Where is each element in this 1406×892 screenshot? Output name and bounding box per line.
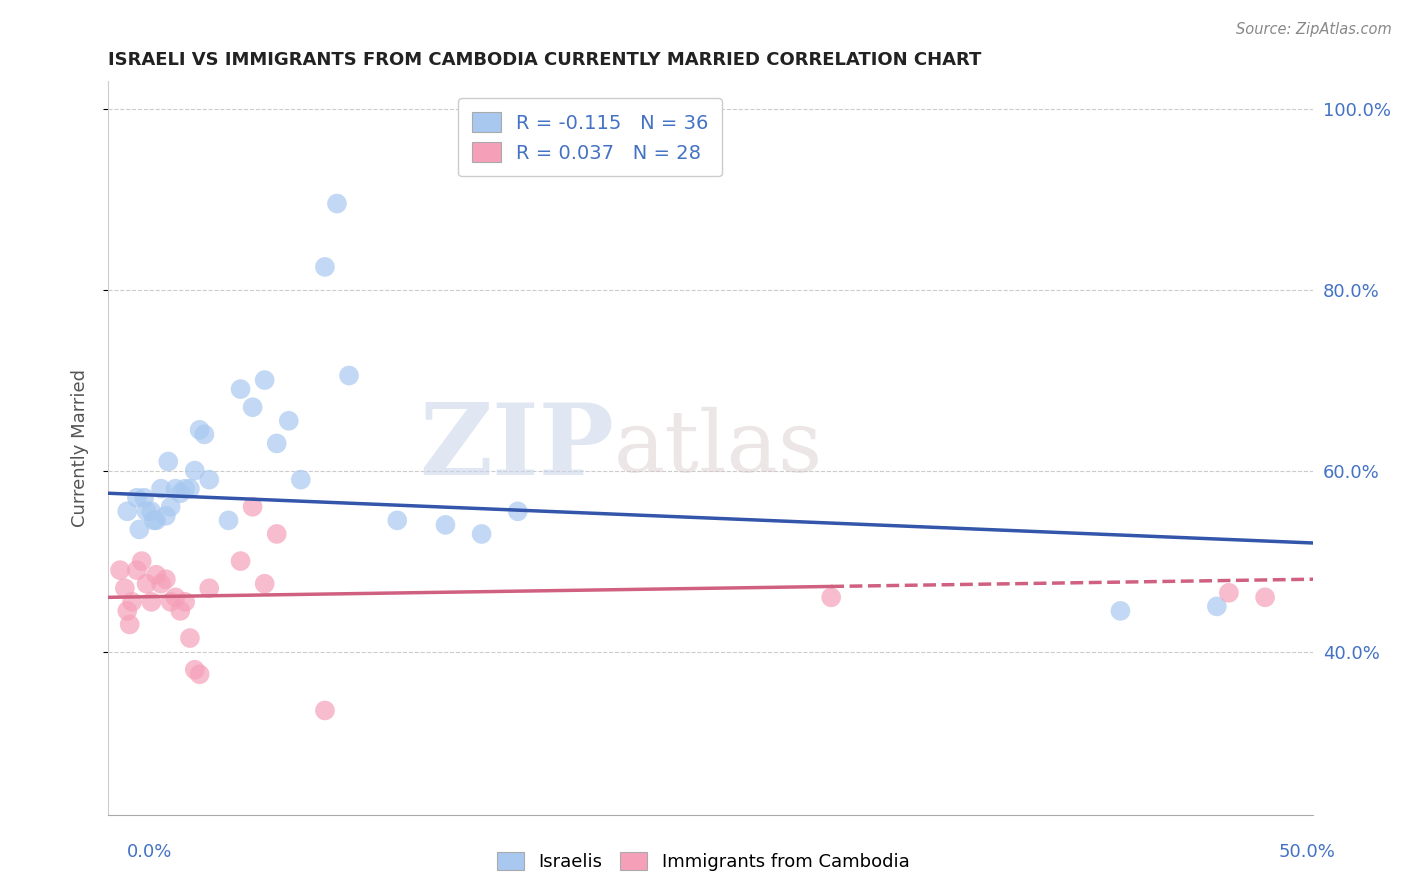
Text: Source: ZipAtlas.com: Source: ZipAtlas.com [1236,22,1392,37]
Text: 50.0%: 50.0% [1279,843,1336,861]
Point [266,527,288,541]
Point [128,523,150,537]
Text: ZIP: ZIP [419,400,614,497]
Point [141,504,163,518]
Text: 0.0%: 0.0% [127,843,172,861]
Point [179,631,201,645]
Point [117,504,139,518]
Point [506,504,529,518]
Point [188,667,211,681]
Point [229,382,252,396]
Point [1205,599,1227,614]
Point [117,604,139,618]
Point [134,491,156,505]
Point [326,196,349,211]
Point [229,554,252,568]
Point [169,486,191,500]
Point [198,581,221,595]
Point [387,513,409,527]
Point [174,482,197,496]
Point [165,482,187,496]
Point [108,563,131,577]
Point [125,491,148,505]
Point [157,454,180,468]
Point [155,508,177,523]
Point [277,414,299,428]
Point [253,373,276,387]
Point [434,517,457,532]
Text: atlas: atlas [614,407,824,490]
Point [242,401,264,415]
Point [150,576,173,591]
Point [253,576,276,591]
Point [314,260,336,274]
Point [1218,586,1240,600]
Legend: R = -0.115   N = 36, R = 0.037   N = 28: R = -0.115 N = 36, R = 0.037 N = 28 [458,98,723,177]
Point [290,473,312,487]
Point [184,464,207,478]
Point [193,427,215,442]
Point [118,617,141,632]
Point [142,513,165,527]
Y-axis label: Currently Married: Currently Married [72,369,89,527]
Point [242,500,264,514]
Point [1109,604,1132,618]
Point [218,513,240,527]
Point [121,595,143,609]
Point [169,604,191,618]
Text: ISRAELI VS IMMIGRANTS FROM CAMBODIA CURRENTLY MARRIED CORRELATION CHART: ISRAELI VS IMMIGRANTS FROM CAMBODIA CURR… [108,51,981,69]
Point [165,591,187,605]
Point [114,581,136,595]
Point [159,595,181,609]
Point [135,504,157,518]
Point [141,595,163,609]
Point [314,703,336,717]
Point [135,576,157,591]
Point [131,554,153,568]
Point [188,423,211,437]
Point [337,368,360,383]
Point [820,591,842,605]
Point [145,567,167,582]
Point [159,500,181,514]
Point [174,595,197,609]
Point [155,572,177,586]
Point [266,436,288,450]
Point [198,473,221,487]
Point [184,663,207,677]
Point [179,482,201,496]
Point [471,527,494,541]
Legend: Israelis, Immigrants from Cambodia: Israelis, Immigrants from Cambodia [489,845,917,879]
Point [125,563,148,577]
Point [1254,591,1277,605]
Point [145,513,167,527]
Point [150,482,173,496]
